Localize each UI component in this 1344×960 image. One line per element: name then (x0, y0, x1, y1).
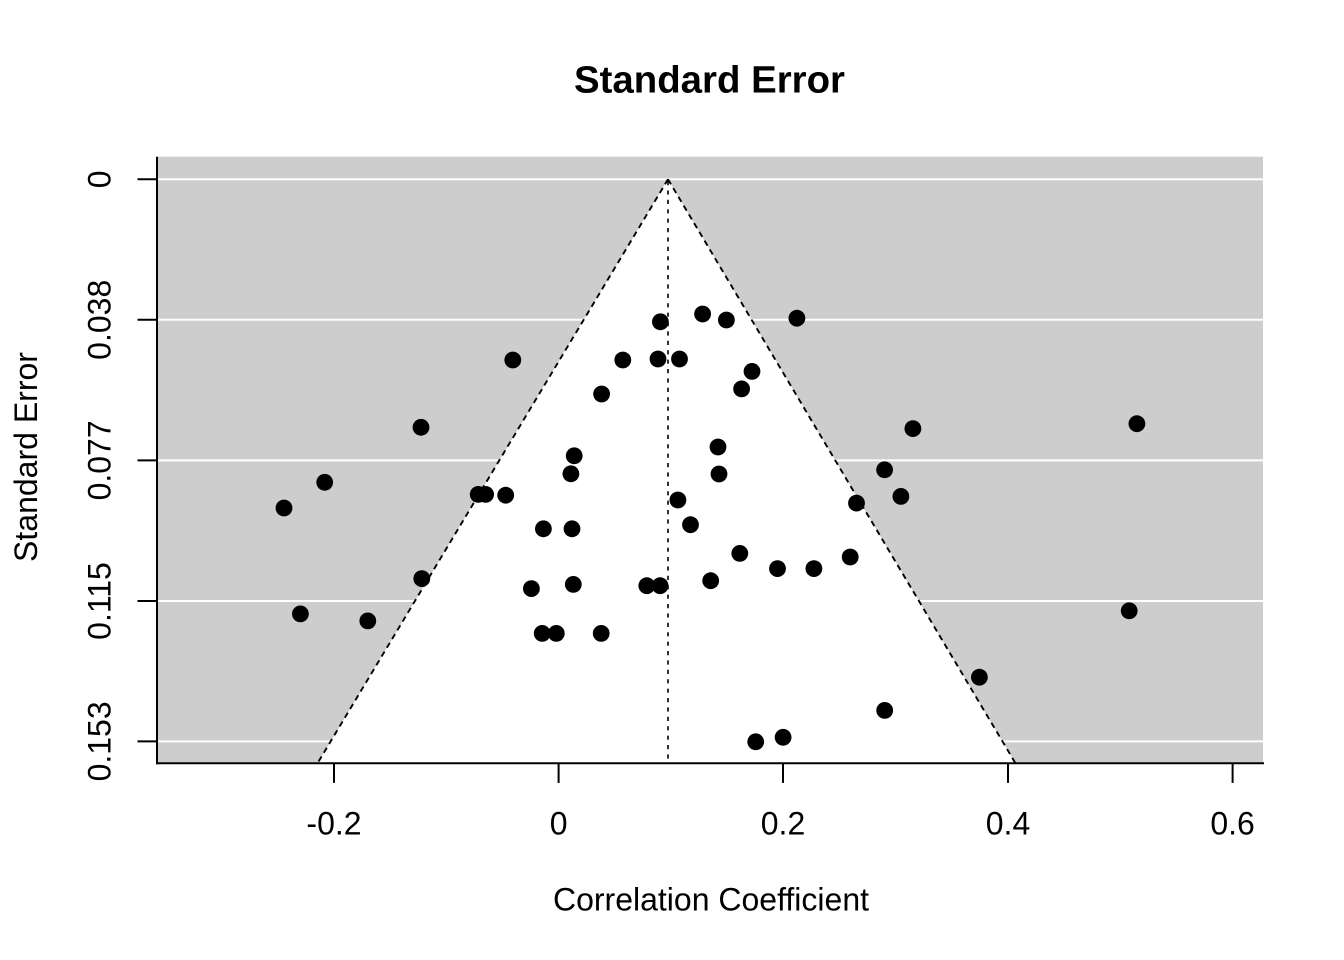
svg-text:0.2: 0.2 (761, 805, 805, 841)
svg-text:Correlation Coefficient: Correlation Coefficient (553, 882, 869, 918)
svg-text:0.038: 0.038 (82, 280, 118, 360)
svg-text:0: 0 (82, 170, 118, 188)
svg-text:0.077: 0.077 (82, 420, 118, 500)
svg-text:0: 0 (550, 805, 568, 841)
svg-text:0.153: 0.153 (82, 701, 118, 781)
svg-text:Standard Error: Standard Error (574, 59, 845, 102)
svg-text:0.115: 0.115 (82, 562, 118, 640)
svg-text:Standard Error: Standard Error (8, 352, 44, 562)
svg-text:0.6: 0.6 (1210, 805, 1254, 841)
svg-text:-0.2: -0.2 (306, 805, 361, 841)
svg-text:0.4: 0.4 (986, 805, 1030, 841)
